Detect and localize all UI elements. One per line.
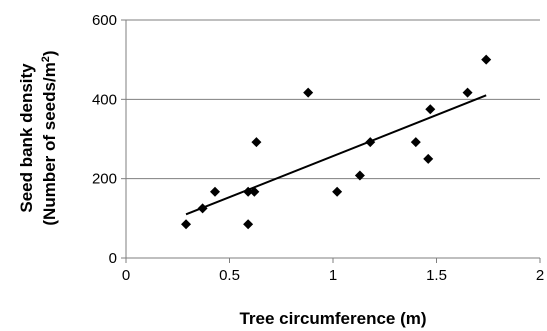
data-point-8 [332, 186, 343, 197]
x-tick-label-2: 1 [329, 267, 337, 284]
y-tick-label-3: 600 [92, 12, 117, 29]
data-point-9 [354, 170, 365, 181]
x-tick-label-0: 0 [122, 267, 130, 284]
y-axis-title-line2-prefix: (Number of seeds/m [40, 62, 59, 225]
data-point-12 [423, 153, 434, 164]
data-point-15 [481, 54, 492, 65]
data-point-10 [365, 137, 376, 148]
data-point-6 [251, 137, 262, 148]
data-point-14 [462, 87, 473, 98]
y-tick-label-2: 400 [92, 91, 117, 108]
x-axis-title: Tree circumference (m) [239, 309, 426, 328]
y-axis-title-line2-suffix: ) [40, 50, 59, 56]
x-axis-ticks: 0 0.5 1 1.5 2 [122, 258, 544, 284]
x-tick-label-1: 0.5 [219, 267, 240, 284]
x-tick-label-4: 2 [536, 267, 544, 284]
data-point-11 [410, 137, 421, 148]
grid-lines [126, 19, 540, 180]
data-point-0 [181, 219, 192, 230]
x-tick-label-3: 1.5 [426, 267, 447, 284]
data-point-1 [197, 203, 208, 214]
y-axis-ticks: 0 200 400 600 [92, 12, 126, 267]
data-points [181, 54, 492, 230]
data-point-2 [210, 186, 221, 197]
y-axis-title-line1: Seed bank density [17, 63, 36, 213]
y-tick-label-0: 0 [109, 250, 117, 267]
y-tick-label-1: 200 [92, 171, 117, 188]
data-point-3 [243, 219, 254, 230]
trendline [185, 94, 487, 216]
data-point-4 [243, 186, 254, 197]
y-axis-title-superscript: 2 [40, 56, 52, 62]
data-point-5 [249, 186, 260, 197]
trendline-group [185, 94, 487, 216]
data-point-13 [425, 104, 436, 115]
data-point-7 [303, 87, 314, 98]
y-axis-title-line2: (Number of seeds/m2) [40, 50, 59, 225]
